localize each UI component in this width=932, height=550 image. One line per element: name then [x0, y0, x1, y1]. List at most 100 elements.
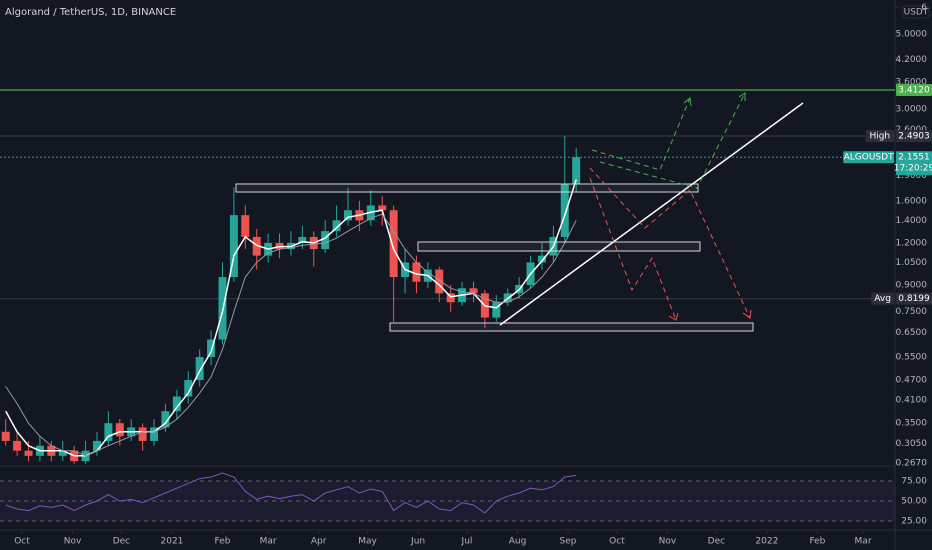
projection [589, 177, 677, 321]
y-tick-label: 1.9000 [896, 171, 928, 181]
x-tick-label: Oct [14, 537, 30, 547]
candle-body [469, 288, 478, 294]
x-tick-label: Dec [708, 537, 725, 547]
x-tick-label: Oct [609, 537, 625, 547]
candle-body [161, 411, 170, 428]
x-tick-label: Sep [560, 537, 577, 547]
price-name: High [869, 132, 890, 142]
zone [389, 322, 754, 332]
candle-body [572, 157, 581, 184]
projection [599, 92, 746, 189]
x-tick-label: Nov [659, 537, 677, 547]
candle-body [13, 440, 22, 451]
x-tick-label: Dec [113, 537, 130, 547]
y-tick-label: 0.3050 [896, 439, 928, 449]
y-tick-label: 0.3500 [896, 419, 928, 429]
rsi-tick-label: 75.00 [901, 477, 927, 487]
x-tick-label: Feb [809, 537, 825, 547]
y-tick-label: 0.4700 [896, 376, 928, 386]
candle-body [537, 255, 546, 263]
arrow-head [683, 97, 692, 107]
price-label-box [896, 151, 932, 176]
price-label-box [896, 292, 932, 305]
candle-body [195, 357, 204, 381]
y-tick-label: 3.0000 [896, 104, 928, 114]
y-tick-label: 0.4100 [896, 396, 928, 406]
arrow-head [738, 92, 746, 101]
candle-body [241, 215, 250, 237]
drawings [235, 92, 804, 332]
price-label: 0.8199 [898, 294, 930, 304]
y-tick-label: 0.5500 [896, 353, 928, 363]
price-label: 2.4903 [898, 132, 930, 142]
candle-body [343, 210, 352, 221]
candle-body [332, 220, 341, 232]
candle-body [229, 215, 238, 278]
candle-body [104, 423, 113, 441]
candle-body [150, 427, 159, 441]
candle-body [560, 183, 569, 237]
candle-body [412, 262, 421, 282]
unit-label: USDT [904, 8, 929, 18]
arrow-head [668, 312, 679, 321]
candle-body [207, 339, 216, 358]
rsi-line [5, 472, 577, 514]
x-tick-label: Nov [64, 537, 82, 547]
plot-area [0, 89, 895, 522]
price-name-box [865, 130, 894, 143]
price-name: Avg [874, 294, 891, 304]
y-tick-label: 1.4000 [896, 216, 928, 226]
price-name-box [843, 151, 894, 164]
candle-body [58, 450, 67, 456]
y-tick-label: 6 [921, 3, 927, 13]
trend-line [499, 102, 804, 326]
moving-average [5, 213, 577, 457]
x-tick-label: Aug [509, 537, 527, 547]
chart-title: Algorand / TetherUS, 1D, BINANCE [5, 7, 176, 18]
price-label: 3.4120 [898, 85, 930, 95]
price-label: 2.1551 [898, 153, 930, 163]
price-name-box [871, 292, 894, 305]
price-label-box [896, 83, 932, 96]
y-tick-label: 1.0500 [896, 258, 928, 268]
x-tick-label: 2022 [755, 537, 778, 547]
y-tick-label: 1.2000 [896, 238, 928, 248]
candle-body [115, 423, 124, 437]
candle-body [298, 236, 307, 243]
y-tick-label: 0.7500 [896, 307, 928, 317]
candle-body [321, 231, 330, 250]
x-tick-label: May [358, 537, 377, 547]
y-tick-label: 0.6500 [896, 328, 928, 338]
x-tick-label: Feb [215, 537, 231, 547]
projection [589, 167, 751, 319]
x-tick-label: Mar [260, 537, 277, 547]
candle-body [492, 302, 501, 318]
y-tick-label: 1.6000 [896, 196, 928, 206]
arrow-head [742, 309, 752, 319]
candle-body [389, 210, 398, 278]
y-tick-label: 0.9000 [896, 280, 928, 290]
x-tick-label: Jun [410, 537, 425, 547]
x-tick-label: 2021 [161, 537, 184, 547]
candle-body [138, 427, 147, 441]
candle-body [435, 269, 444, 294]
candle-body [446, 293, 455, 303]
price-name: ALGOUSDT [844, 153, 894, 163]
x-tick-label: Mar [855, 537, 872, 547]
candle-body [92, 440, 101, 451]
price-label-box [896, 130, 932, 143]
zone [417, 241, 701, 252]
x-tick-label: Jul [461, 537, 473, 547]
candle-body [252, 236, 261, 256]
rsi-tick-label: 25.00 [901, 517, 927, 527]
moving-average [5, 179, 577, 457]
overlay: Algorand / TetherUS, 1D, BINANCE USDT 6 5… [5, 3, 932, 547]
candle-body [24, 450, 33, 456]
x-tick-label: Apr [311, 537, 327, 547]
unit-box [902, 5, 930, 19]
zone [235, 183, 699, 193]
y-tick-label: 0.2670 [896, 458, 928, 468]
countdown-label: 17:20:29 [894, 164, 932, 174]
